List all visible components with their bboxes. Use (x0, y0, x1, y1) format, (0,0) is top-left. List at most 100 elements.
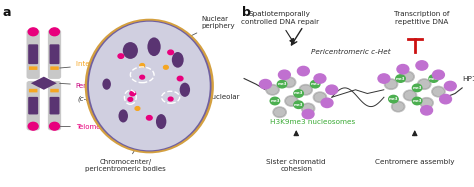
Text: me3: me3 (389, 97, 398, 101)
Circle shape (50, 122, 59, 130)
Ellipse shape (156, 114, 166, 129)
Circle shape (389, 95, 398, 103)
FancyBboxPatch shape (50, 44, 60, 64)
Circle shape (294, 101, 303, 108)
Circle shape (403, 90, 417, 101)
Text: me3: me3 (294, 103, 303, 107)
Circle shape (164, 65, 168, 69)
Polygon shape (31, 77, 57, 90)
Circle shape (270, 97, 280, 105)
Ellipse shape (118, 109, 128, 122)
Text: b: b (242, 6, 251, 19)
Text: Nuclear
periphery: Nuclear periphery (182, 16, 235, 40)
FancyBboxPatch shape (48, 81, 61, 130)
Text: Interspersed (i-Het): Interspersed (i-Het) (60, 60, 144, 68)
Circle shape (313, 92, 327, 102)
Text: a: a (2, 6, 11, 19)
Circle shape (412, 97, 422, 105)
Text: me3: me3 (412, 86, 422, 90)
Circle shape (384, 79, 398, 89)
Text: me3: me3 (396, 76, 405, 81)
Circle shape (301, 103, 315, 114)
Circle shape (429, 75, 438, 82)
Circle shape (326, 85, 337, 94)
Circle shape (266, 85, 279, 95)
Circle shape (432, 70, 445, 79)
FancyBboxPatch shape (48, 30, 61, 79)
Circle shape (416, 61, 428, 70)
Ellipse shape (89, 22, 210, 150)
FancyBboxPatch shape (28, 97, 38, 114)
Text: Transcription of
repetitive DNA: Transcription of repetitive DNA (394, 11, 449, 25)
Text: Chromocenter/
pericentromeric bodies: Chromocenter/ pericentromeric bodies (85, 128, 166, 172)
Circle shape (401, 71, 414, 82)
Circle shape (177, 76, 183, 81)
Circle shape (302, 109, 314, 119)
FancyBboxPatch shape (27, 81, 40, 130)
Text: HP1: HP1 (462, 76, 474, 82)
Circle shape (278, 70, 290, 79)
Circle shape (321, 98, 333, 108)
Text: me3: me3 (412, 99, 422, 103)
Ellipse shape (87, 21, 211, 151)
Ellipse shape (85, 19, 214, 153)
Circle shape (285, 96, 298, 106)
Text: Centromere assembly: Centromere assembly (375, 159, 455, 165)
Circle shape (283, 77, 296, 88)
FancyBboxPatch shape (29, 66, 37, 70)
Text: Pericentromeric c-Het: Pericentromeric c-Het (311, 49, 391, 55)
FancyBboxPatch shape (50, 66, 59, 70)
Circle shape (28, 28, 38, 36)
Text: (c-Het): (c-Het) (77, 96, 101, 102)
Circle shape (168, 50, 173, 55)
Circle shape (273, 107, 286, 117)
Ellipse shape (172, 52, 184, 68)
Circle shape (146, 116, 152, 120)
Circle shape (118, 54, 124, 58)
FancyBboxPatch shape (27, 30, 40, 79)
Circle shape (432, 86, 445, 97)
Text: H3K9me3 nucleosomes: H3K9me3 nucleosomes (270, 119, 356, 125)
FancyBboxPatch shape (29, 89, 37, 92)
Ellipse shape (180, 83, 190, 97)
Circle shape (128, 97, 133, 101)
Circle shape (392, 101, 405, 112)
Circle shape (259, 79, 271, 89)
Text: me3: me3 (270, 99, 280, 103)
Circle shape (130, 91, 136, 96)
Text: Telomeric: Telomeric (57, 124, 109, 130)
Circle shape (439, 94, 451, 104)
Ellipse shape (123, 42, 138, 59)
Text: Pericentromeric: Pericentromeric (60, 83, 131, 89)
Text: me3: me3 (294, 91, 303, 96)
Circle shape (420, 106, 432, 115)
Circle shape (140, 75, 145, 79)
Circle shape (314, 74, 326, 83)
FancyBboxPatch shape (28, 44, 38, 64)
Text: Perinucleolar: Perinucleolar (173, 94, 240, 100)
Circle shape (396, 75, 405, 82)
Circle shape (277, 80, 287, 88)
Text: me3: me3 (429, 76, 438, 81)
Circle shape (140, 64, 145, 67)
Circle shape (418, 79, 431, 89)
Circle shape (28, 122, 38, 130)
Circle shape (420, 98, 433, 108)
FancyBboxPatch shape (50, 89, 59, 92)
Circle shape (135, 107, 140, 110)
Circle shape (310, 80, 320, 88)
Circle shape (412, 84, 422, 92)
Circle shape (299, 85, 312, 95)
Text: me3: me3 (310, 82, 320, 86)
Circle shape (397, 65, 409, 74)
Circle shape (297, 66, 309, 76)
Circle shape (294, 90, 303, 97)
Circle shape (444, 81, 456, 91)
Ellipse shape (147, 37, 161, 56)
Text: Spatiotemporally
controlled DNA repair: Spatiotemporally controlled DNA repair (241, 11, 319, 25)
Ellipse shape (102, 79, 111, 90)
Circle shape (50, 28, 59, 36)
Text: me3: me3 (277, 82, 287, 86)
Circle shape (378, 74, 390, 83)
FancyBboxPatch shape (50, 97, 60, 114)
